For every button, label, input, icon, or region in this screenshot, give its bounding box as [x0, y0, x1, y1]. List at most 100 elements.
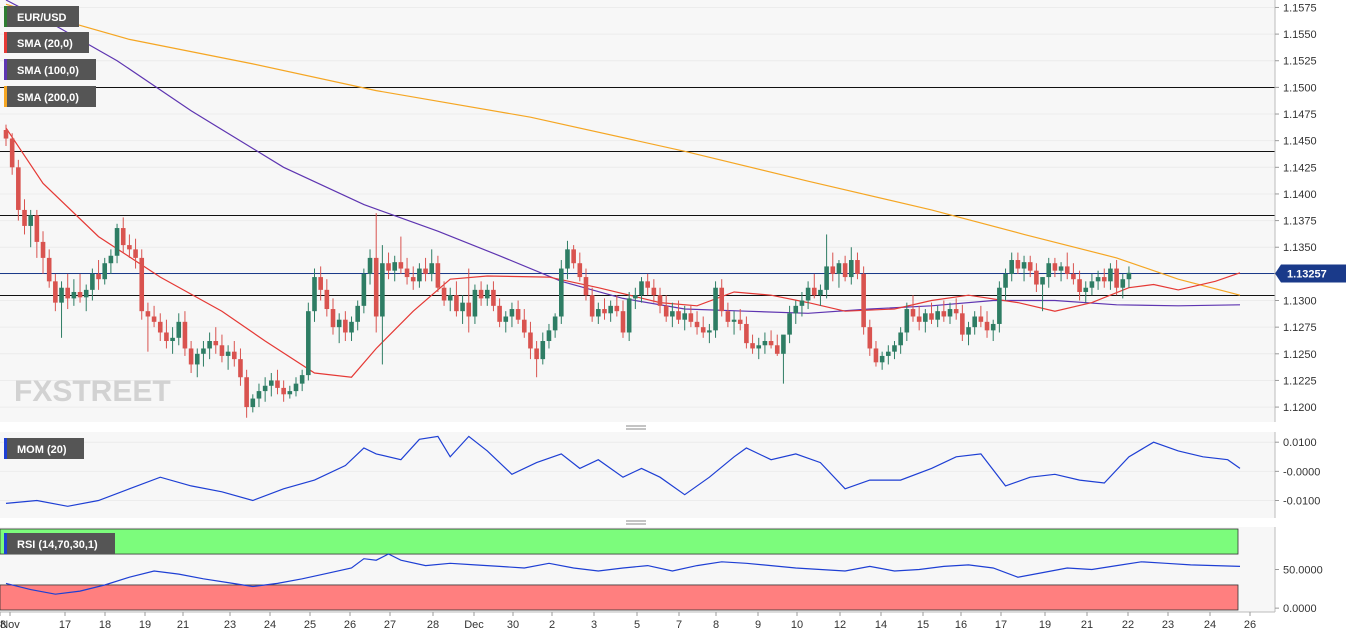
candle[interactable] — [793, 300, 799, 324]
candle[interactable] — [929, 302, 934, 324]
candle[interactable] — [423, 257, 428, 282]
candle[interactable] — [867, 319, 873, 356]
candle[interactable] — [1021, 255, 1027, 282]
candle[interactable] — [707, 323, 712, 344]
candle[interactable] — [1064, 252, 1070, 280]
candle[interactable] — [731, 311, 737, 335]
candle[interactable] — [799, 291, 805, 317]
candle[interactable] — [343, 311, 348, 342]
candle[interactable] — [90, 268, 95, 301]
candle[interactable] — [454, 281, 459, 317]
candle[interactable] — [953, 298, 959, 320]
candle[interactable] — [596, 302, 601, 324]
candle[interactable] — [774, 334, 780, 356]
candle[interactable] — [577, 252, 583, 282]
candle[interactable] — [1095, 270, 1101, 290]
candle[interactable] — [639, 277, 644, 303]
candle[interactable] — [145, 302, 151, 352]
candle[interactable] — [719, 279, 725, 317]
candle[interactable] — [77, 273, 83, 303]
candle[interactable] — [281, 380, 286, 402]
candle[interactable] — [515, 300, 521, 324]
candle[interactable] — [873, 341, 879, 367]
candle[interactable] — [460, 295, 465, 324]
candle[interactable] — [9, 133, 15, 175]
candle[interactable] — [571, 245, 576, 269]
candle[interactable] — [164, 319, 169, 349]
candle[interactable] — [1114, 260, 1119, 296]
candle[interactable] — [1058, 262, 1064, 282]
candle[interactable] — [466, 268, 472, 333]
candle[interactable] — [1108, 263, 1113, 290]
candle[interactable] — [972, 311, 977, 335]
candle[interactable] — [1009, 252, 1015, 282]
candle[interactable] — [540, 332, 546, 365]
candle[interactable] — [1120, 273, 1126, 299]
candle[interactable] — [651, 279, 657, 303]
candle[interactable] — [1089, 273, 1095, 296]
candle[interactable] — [392, 255, 398, 282]
candle[interactable] — [848, 247, 854, 285]
candle[interactable] — [262, 377, 268, 402]
candle[interactable] — [306, 302, 311, 381]
candle[interactable] — [805, 281, 811, 310]
candle[interactable] — [16, 159, 21, 221]
candle[interactable] — [1071, 263, 1076, 285]
candle[interactable] — [602, 298, 607, 320]
candle[interactable] — [836, 260, 842, 288]
candle[interactable] — [966, 321, 971, 346]
candle[interactable] — [324, 279, 330, 317]
candle[interactable] — [978, 305, 984, 328]
legend-rsi[interactable]: RSI (14,70,30,1) — [4, 533, 115, 554]
candle[interactable] — [960, 304, 965, 342]
candle[interactable] — [491, 281, 496, 312]
candle[interactable] — [269, 372, 274, 397]
candle[interactable] — [373, 213, 379, 333]
candle[interactable] — [120, 217, 126, 253]
candle[interactable] — [170, 327, 175, 354]
candle[interactable] — [40, 231, 46, 274]
candle[interactable] — [201, 341, 206, 367]
candle[interactable] — [768, 330, 774, 349]
candle[interactable] — [565, 240, 570, 280]
candle[interactable] — [898, 327, 903, 354]
candle[interactable] — [71, 279, 77, 306]
candle[interactable] — [108, 249, 114, 274]
candle[interactable] — [842, 255, 848, 282]
candle[interactable] — [1046, 257, 1052, 288]
candle[interactable] — [96, 260, 101, 290]
candle[interactable] — [787, 305, 792, 344]
candle[interactable] — [984, 311, 990, 338]
candle[interactable] — [910, 295, 916, 322]
candle[interactable] — [1083, 281, 1089, 303]
candle[interactable] — [250, 394, 256, 413]
candle[interactable] — [367, 249, 373, 285]
candle[interactable] — [923, 309, 928, 333]
candle[interactable] — [417, 263, 422, 288]
candle[interactable] — [879, 351, 885, 370]
candle[interactable] — [194, 348, 200, 378]
candle[interactable] — [1052, 257, 1058, 278]
candle[interactable] — [299, 369, 305, 392]
candle[interactable] — [676, 300, 681, 324]
candle[interactable] — [133, 238, 138, 269]
candle[interactable] — [990, 319, 996, 342]
candle[interactable] — [34, 209, 40, 258]
candle[interactable] — [892, 341, 897, 360]
candle[interactable] — [614, 295, 620, 317]
candle[interactable] — [916, 305, 922, 331]
candle[interactable] — [330, 298, 336, 335]
candle[interactable] — [509, 302, 515, 328]
candle[interactable] — [589, 287, 595, 322]
candle[interactable] — [663, 295, 669, 322]
candle[interactable] — [441, 281, 447, 306]
candle[interactable] — [935, 305, 940, 328]
candle[interactable] — [559, 260, 564, 324]
candle[interactable] — [429, 249, 435, 282]
candle[interactable] — [645, 273, 650, 296]
candle[interactable] — [404, 257, 410, 285]
candle[interactable] — [756, 337, 762, 360]
candle[interactable] — [682, 305, 687, 331]
candle[interactable] — [139, 249, 145, 320]
legend-momentum[interactable]: MOM (20) — [4, 438, 84, 459]
